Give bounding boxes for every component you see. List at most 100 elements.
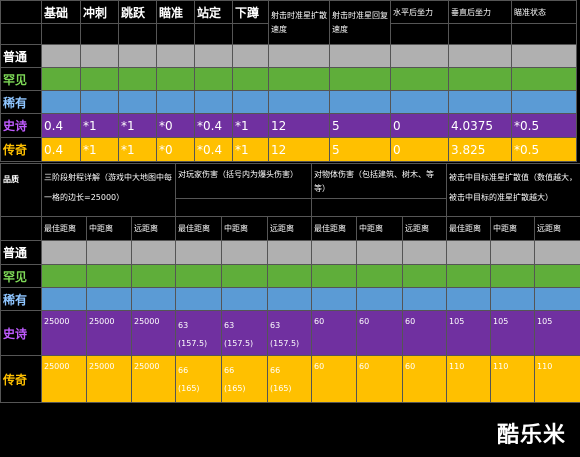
value-cell: *1 <box>118 113 157 138</box>
value-cell: 66 (165) <box>221 355 269 403</box>
value-cell: *0 <box>156 113 195 138</box>
quality-label: 稀有 <box>0 90 42 114</box>
value-cell: *0.4 <box>194 113 233 138</box>
value-cell: 60 <box>311 355 358 403</box>
value-cell: 60 <box>356 310 404 356</box>
value-cell: 3.825 <box>448 137 512 162</box>
sub-header-row: 最佳距离 中距离 远距离 最佳距离 中距离 远距离 最佳距离 中距离 远距离 最… <box>0 216 580 241</box>
group-header: 被击中目标准星扩散值（数值越大，被击中目标的准星扩散越大） <box>446 163 580 217</box>
table-row: 罕见 <box>0 264 580 288</box>
header-cell: 射击时准星回复速度 <box>329 0 391 45</box>
quality-label: 普通 <box>0 44 42 68</box>
value-cell: 25000 <box>86 355 132 403</box>
sub-header-cell: 中距离 <box>221 216 269 241</box>
value-cell: 25000 <box>41 355 87 403</box>
table-row: 稀有 <box>0 287 580 311</box>
value-cell: 60 <box>311 310 358 356</box>
damage-value: 63 <box>178 321 189 330</box>
value-cell: 0.4 <box>41 113 81 138</box>
value-cell: 0 <box>390 137 449 162</box>
table-row: 稀有 <box>0 90 577 114</box>
quality-label: 史诗 <box>0 310 42 356</box>
value-cell: 12 <box>268 113 330 138</box>
value-cell: 110 <box>490 355 536 403</box>
header-cell: 垂直后坐力 <box>448 0 512 24</box>
watermark-logo: 酷乐米 <box>496 423 566 448</box>
value-cell: *1 <box>118 137 157 162</box>
value-cell: *0.5 <box>511 137 577 162</box>
value-cell: 66 (165) <box>175 355 223 403</box>
range-damage-table: 品质 三阶段射程详解（游戏中大地图中每一格的边长=25000） 对玩家伤害（括号… <box>0 163 580 403</box>
header-cell: 下蹲 <box>232 0 269 24</box>
value-cell: 25000 <box>130 310 177 356</box>
quality-header: 品质 <box>0 163 42 217</box>
header-cell: 水平后坐力 <box>390 0 449 24</box>
header-cell: 基础 <box>41 0 81 24</box>
sub-header-cell: 最佳距离 <box>446 216 492 241</box>
sub-header-cell: 远距离 <box>267 216 313 241</box>
quality-label: 稀有 <box>0 287 42 311</box>
attribute-table: 基础 冲刺 跳跃 瞄准 站定 下蹲 射击时准星扩散速度 射击时准星回复速度 水平… <box>0 0 577 162</box>
damage-value: 63 <box>224 321 235 330</box>
value-cell: 63 (157.5) <box>267 310 313 356</box>
sub-header-cell: 最佳距离 <box>311 216 358 241</box>
sub-header-cell: 最佳距离 <box>175 216 223 241</box>
headshot-value: (157.5) <box>178 339 208 348</box>
value-cell: 60 <box>356 355 404 403</box>
table-row: 普通 <box>0 240 580 265</box>
headshot-value: (165) <box>178 384 200 393</box>
value-cell: 5 <box>329 113 391 138</box>
value-cell: 105 <box>490 310 536 356</box>
table-header-row: 基础 冲刺 跳跃 瞄准 站定 下蹲 射击时准星扩散速度 射击时准星回复速度 水平… <box>0 0 577 45</box>
value-cell: *0 <box>156 137 195 162</box>
quality-label: 传奇 <box>0 137 42 162</box>
quality-label: 传奇 <box>0 355 42 403</box>
value-cell: 5 <box>329 137 391 162</box>
value-cell: *1 <box>232 137 269 162</box>
group-header: 对玩家伤害（括号内为爆头伤害） <box>175 163 313 199</box>
value-cell: 0.4 <box>41 137 81 162</box>
header-cell: 射击时准星扩散速度 <box>268 0 330 45</box>
table-header-row: 品质 三阶段射程详解（游戏中大地图中每一格的边长=25000） 对玩家伤害（括号… <box>0 163 580 217</box>
header-cell: 站定 <box>194 0 233 24</box>
damage-value: 66 <box>224 366 235 375</box>
sub-header-cell: 远距离 <box>534 216 580 241</box>
table-row: 普通 <box>0 44 577 68</box>
damage-value: 66 <box>270 366 281 375</box>
damage-value: 66 <box>178 366 189 375</box>
value-cell: 105 <box>534 310 580 356</box>
headshot-value: (165) <box>224 384 246 393</box>
value-cell: 25000 <box>86 310 132 356</box>
value-cell: 60 <box>402 355 448 403</box>
value-cell: 4.0375 <box>448 113 512 138</box>
header-cell: 跳跃 <box>118 0 157 24</box>
headshot-value: (165) <box>270 384 292 393</box>
headshot-value: (157.5) <box>224 339 254 348</box>
table-row: 罕见 <box>0 67 577 91</box>
header-cell <box>0 0 42 24</box>
header-cell: 瞄准 <box>156 0 195 24</box>
value-cell: *1 <box>232 113 269 138</box>
table-row: 史诗 25000 25000 25000 63 (157.5) 63 (157.5)… <box>0 310 580 356</box>
quality-label: 罕见 <box>0 67 42 91</box>
header-cell: 冲刺 <box>80 0 119 24</box>
sub-header-cell: 中距离 <box>86 216 132 241</box>
quality-label: 罕见 <box>0 264 42 288</box>
group-header: 三阶段射程详解（游戏中大地图中每一格的边长=25000） <box>40 163 177 217</box>
value-cell: 0 <box>390 113 449 138</box>
quality-label: 史诗 <box>0 113 42 138</box>
group-header: 对物体伤害（包括建筑、树木、等等） <box>311 163 448 199</box>
table-row: 传奇 0.4 *1 *1 *0 *0.4 *1 12 5 0 3.825 *0.… <box>0 137 577 162</box>
value-cell: 63 (157.5) <box>175 310 223 356</box>
value-cell: 110 <box>534 355 580 403</box>
value-cell: 25000 <box>41 310 87 356</box>
table-row: 史诗 0.4 *1 *1 *0 *0.4 *1 12 5 0 4.0375 *0… <box>0 113 577 138</box>
sub-header-cell: 中距离 <box>490 216 536 241</box>
value-cell: *1 <box>80 113 119 138</box>
value-cell: 105 <box>446 310 492 356</box>
sub-header-cell: 远距离 <box>130 216 177 241</box>
value-cell: *0.4 <box>194 137 233 162</box>
damage-value: 63 <box>270 321 281 330</box>
header-cell: 瞄准状态 <box>511 0 577 24</box>
value-cell: 60 <box>402 310 448 356</box>
